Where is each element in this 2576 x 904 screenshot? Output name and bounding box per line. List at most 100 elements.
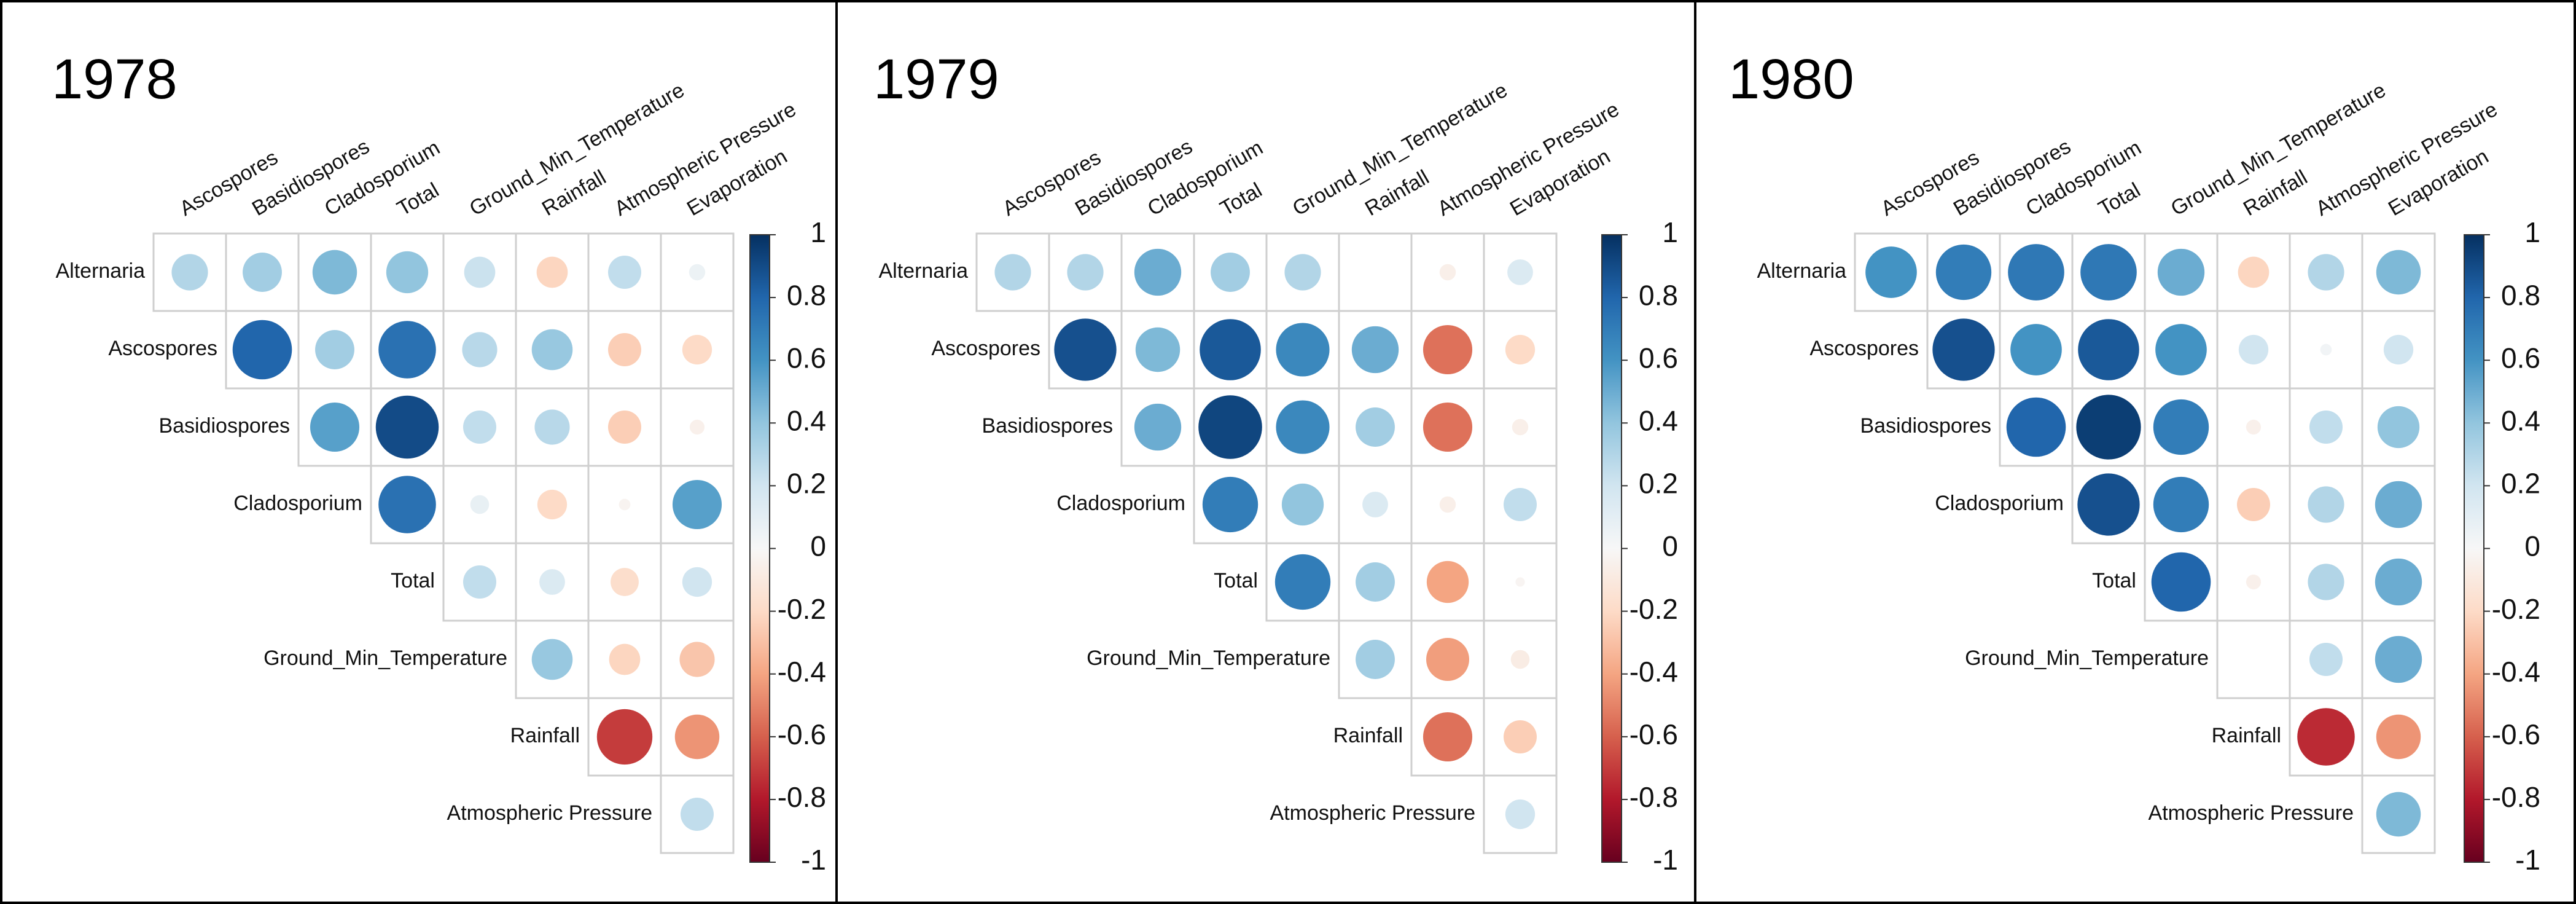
- corr-circle-ground-min-temperature-atmospheric-pressure: [2309, 643, 2343, 676]
- row-label-cladosporium: Cladosporium: [233, 492, 362, 515]
- corr-circle-ascospores-total: [378, 321, 436, 379]
- corr-circle-rainfall-atmospheric-pressure: [596, 709, 653, 765]
- correlation-panel-1978: 1978 Ascospores Basidiospores Cladosporium T…: [52, 48, 826, 876]
- colorbar-tick-label: 0.2: [2501, 468, 2540, 500]
- corr-circle-ground-min-temperature-evaporation: [2375, 635, 2422, 683]
- corr-circle-total-rainfall: [1356, 562, 1395, 602]
- corr-circle-basidiospores-cladosporium: [1134, 403, 1182, 451]
- colorbar-tick-label: -0.4: [2492, 656, 2540, 688]
- corr-circle-total-atmospheric-pressure: [2308, 564, 2344, 600]
- colorbar-tick-label: -0.6: [2492, 718, 2540, 750]
- colorbar-tick-label: 0.6: [787, 342, 826, 374]
- corr-circle-cladosporium-atmospheric-pressure: [1439, 496, 1456, 513]
- corr-circle-total-evaporation: [1515, 577, 1525, 587]
- colorbar-tick-label: 0.6: [2501, 342, 2540, 374]
- corr-circle-atmospheric-pressure-evaporation: [2376, 792, 2421, 837]
- corr-circle-alternaria-atmospheric-pressure: [1439, 264, 1456, 281]
- row-label-ascospores: Ascospores: [1809, 337, 1919, 360]
- colorbar-tick-label: 0.4: [2501, 404, 2540, 436]
- colorbar-tick-label: 0.4: [1639, 404, 1678, 436]
- corr-circle-ground-min-temperature-rainfall: [531, 639, 573, 680]
- corr-circle-ascospores-atmospheric-pressure: [1423, 324, 1473, 375]
- corr-circle-atmospheric-pressure-evaporation: [1505, 799, 1536, 830]
- colorbar-tick-label: -0.2: [778, 593, 826, 625]
- colorbar-tick-label: -1: [801, 844, 826, 876]
- colorbar-tick-label: -1: [1653, 844, 1678, 876]
- colorbar-tick-label: 0: [1662, 530, 1678, 562]
- corr-circle-ascospores-cladosporium: [315, 330, 354, 369]
- corr-circle-alternaria-ascospores: [1865, 246, 1917, 298]
- colorbar-tick-label: 0.6: [1639, 342, 1678, 374]
- colorbar-tick-label: 1: [810, 216, 826, 248]
- correlation-panel-1979: 1979 Ascospores Basidiospores Cladosporium T…: [873, 48, 1678, 876]
- corr-circle-ascospores-basidiospores: [232, 320, 292, 380]
- corr-circle-basidiospores-evaporation: [689, 419, 705, 435]
- row-label-ascospores: Ascospores: [108, 337, 217, 360]
- corr-circle-ground-min-temperature-atmospheric-pressure: [609, 643, 641, 675]
- colorbar-tick-label: 0.8: [1639, 279, 1678, 311]
- row-label-atmospheric-pressure: Atmospheric Pressure: [447, 801, 652, 825]
- corr-circle-alternaria-total: [386, 251, 429, 294]
- row-label-rainfall: Rainfall: [2212, 724, 2281, 747]
- corr-circle-total-ground-min-temperature: [1274, 554, 1331, 610]
- corr-circle-ascospores-rainfall: [531, 329, 573, 371]
- matrix-cell: [1338, 232, 1413, 312]
- corr-circle-ascospores-rainfall: [1351, 326, 1399, 374]
- corr-circle-ground-min-temperature-evaporation: [1510, 650, 1530, 669]
- corr-circle-ascospores-ground-min-temperature: [1276, 323, 1330, 377]
- corr-circle-basidiospores-atmospheric-pressure: [608, 411, 641, 444]
- colorbar-tick-label: 1: [2524, 216, 2540, 248]
- corr-circle-alternaria-rainfall: [536, 256, 568, 288]
- corr-circle-alternaria-total: [1211, 253, 1250, 292]
- corr-circle-basidiospores-ground-min-temperature: [463, 411, 496, 444]
- corr-circle-cladosporium-evaporation: [2375, 481, 2422, 529]
- colorbar-tick-label: 1: [1662, 216, 1678, 248]
- panel-year-label: 1980: [1728, 48, 1854, 111]
- corr-circle-basidiospores-total: [2076, 395, 2141, 460]
- corr-circle-ascospores-basidiospores: [1054, 318, 1117, 381]
- row-label-total: Total: [1214, 569, 1258, 592]
- corr-circle-alternaria-ground-min-temperature: [1284, 254, 1321, 291]
- corr-circle-ascospores-rainfall: [2238, 334, 2269, 365]
- corr-circle-alternaria-atmospheric-pressure: [608, 256, 641, 289]
- row-label-basidiospores: Basidiospores: [1860, 414, 1991, 438]
- corr-circle-ascospores-total: [2078, 319, 2139, 380]
- corr-circle-alternaria-cladosporium: [1134, 248, 1182, 296]
- corr-circle-ascospores-total: [1200, 319, 1261, 380]
- row-label-atmospheric-pressure: Atmospheric Pressure: [2149, 801, 2354, 825]
- corr-circle-alternaria-evaporation: [1507, 259, 1533, 285]
- corr-circle-rainfall-atmospheric-pressure: [2297, 708, 2355, 766]
- row-label-ground-min-temperature: Ground_Min_Temperature: [263, 647, 507, 670]
- corr-circle-basidiospores-cladosporium: [2006, 397, 2066, 457]
- corr-circle-rainfall-evaporation: [674, 714, 720, 760]
- corr-circle-total-atmospheric-pressure: [611, 568, 639, 596]
- corr-circle-cladosporium-total: [2077, 473, 2140, 536]
- panel-year-label: 1979: [873, 48, 999, 111]
- matrix-cell: [660, 697, 735, 777]
- colorbar-tick-label: 0.8: [787, 279, 826, 311]
- corr-circle-total-evaporation: [2375, 558, 2422, 606]
- row-label-total: Total: [2092, 569, 2136, 592]
- corr-circle-rainfall-evaporation: [2376, 714, 2421, 760]
- corr-circle-cladosporium-rainfall: [2237, 488, 2270, 521]
- panel-year-label: 1978: [52, 48, 178, 111]
- corr-circle-cladosporium-evaporation: [1504, 488, 1537, 521]
- corr-circle-alternaria-ascospores: [994, 254, 1031, 291]
- matrix-cell: [2216, 619, 2291, 699]
- corr-circle-basidiospores-ground-min-temperature: [1276, 400, 1330, 454]
- row-label-alternaria: Alternaria: [55, 259, 145, 283]
- colorbar-tick-label: -0.2: [1630, 593, 1678, 625]
- corr-circle-alternaria-atmospheric-pressure: [2308, 254, 2344, 291]
- correlation-panel-1980: 1980 Ascospores Basidiospores Cladosporium T…: [1728, 48, 2540, 876]
- matrix-cell: [1120, 232, 1195, 312]
- corr-circle-alternaria-basidiospores: [1935, 244, 1992, 301]
- corr-circle-cladosporium-atmospheric-pressure: [619, 498, 631, 511]
- panel-divider-2: [1694, 0, 1696, 904]
- row-label-basidiospores: Basidiospores: [158, 414, 290, 438]
- corr-circle-atmospheric-pressure-evaporation: [681, 798, 714, 831]
- corr-circle-ascospores-ground-min-temperature: [462, 332, 498, 367]
- corr-circle-alternaria-ground-min-temperature: [464, 256, 496, 288]
- corr-circle-basidiospores-atmospheric-pressure: [1423, 402, 1473, 452]
- corr-circle-alternaria-total: [2080, 244, 2137, 301]
- panel-divider-1: [835, 0, 838, 904]
